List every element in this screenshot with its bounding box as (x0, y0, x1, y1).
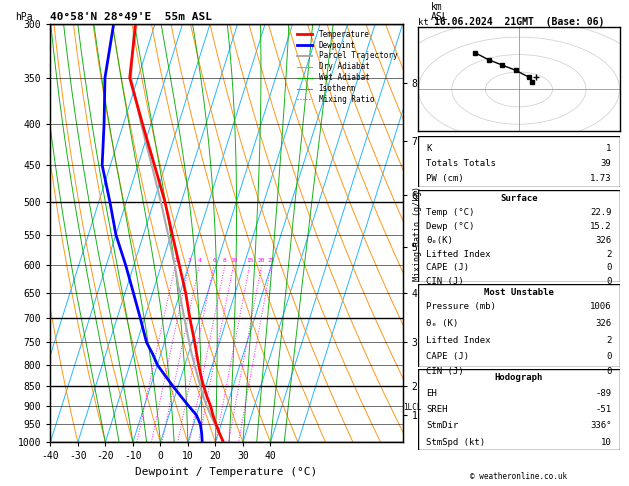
Text: StmSpd (kt): StmSpd (kt) (426, 437, 486, 447)
Text: 25: 25 (267, 258, 275, 263)
Text: 1.73: 1.73 (590, 174, 611, 183)
Text: 1LCL: 1LCL (403, 403, 422, 412)
Text: 326: 326 (596, 236, 611, 245)
Text: Lifted Index: Lifted Index (426, 250, 491, 259)
Text: hPa: hPa (15, 12, 33, 22)
Text: StmDir: StmDir (426, 421, 459, 431)
Text: -51: -51 (596, 405, 611, 415)
Text: θₑ (K): θₑ (K) (426, 319, 459, 328)
Text: Pressure (mb): Pressure (mb) (426, 302, 496, 312)
Text: PW (cm): PW (cm) (426, 174, 464, 183)
Text: Surface: Surface (500, 194, 538, 203)
Text: K: K (426, 144, 431, 153)
Text: 336°: 336° (590, 421, 611, 431)
Text: SREH: SREH (426, 405, 448, 415)
Text: CAPE (J): CAPE (J) (426, 263, 469, 273)
Text: 10: 10 (230, 258, 237, 263)
Text: 326: 326 (596, 319, 611, 328)
Text: 0: 0 (606, 263, 611, 273)
Text: 0: 0 (606, 277, 611, 286)
Text: Temp (°C): Temp (°C) (426, 208, 475, 217)
Text: 8: 8 (223, 258, 227, 263)
Text: 15.2: 15.2 (590, 222, 611, 231)
Text: 4: 4 (198, 258, 201, 263)
Text: CAPE (J): CAPE (J) (426, 352, 469, 361)
Text: 15: 15 (246, 258, 253, 263)
Text: Lifted Index: Lifted Index (426, 335, 491, 345)
Text: Totals Totals: Totals Totals (426, 159, 496, 168)
Text: 10: 10 (601, 437, 611, 447)
Text: 0: 0 (606, 352, 611, 361)
Text: 0: 0 (606, 367, 611, 376)
Text: EH: EH (426, 389, 437, 399)
Text: CIN (J): CIN (J) (426, 367, 464, 376)
Text: 2: 2 (606, 250, 611, 259)
Text: Mixing Ratio (g/kg): Mixing Ratio (g/kg) (413, 186, 422, 281)
Text: Most Unstable: Most Unstable (484, 288, 554, 297)
Text: -89: -89 (596, 389, 611, 399)
Text: 20: 20 (258, 258, 265, 263)
Legend: Temperature, Dewpoint, Parcel Trajectory, Dry Adiabat, Wet Adiabat, Isotherm, Mi: Temperature, Dewpoint, Parcel Trajectory… (296, 28, 399, 105)
Text: 2: 2 (174, 258, 177, 263)
Text: 3: 3 (187, 258, 191, 263)
Text: 39: 39 (601, 159, 611, 168)
Text: 1: 1 (606, 144, 611, 153)
Text: 2: 2 (606, 335, 611, 345)
Text: 16.06.2024  21GMT  (Base: 06): 16.06.2024 21GMT (Base: 06) (434, 17, 604, 27)
Text: © weatheronline.co.uk: © weatheronline.co.uk (470, 472, 567, 481)
Text: kt: kt (418, 17, 429, 27)
Text: 22.9: 22.9 (590, 208, 611, 217)
Text: 1006: 1006 (590, 302, 611, 312)
Text: Hodograph: Hodograph (495, 373, 543, 382)
Text: θₑ(K): θₑ(K) (426, 236, 454, 245)
Text: CIN (J): CIN (J) (426, 277, 464, 286)
Text: 40°58'N 28°49'E  55m ASL: 40°58'N 28°49'E 55m ASL (50, 12, 213, 22)
Text: km
ASL: km ASL (431, 2, 448, 22)
Text: 6: 6 (212, 258, 216, 263)
Text: Dewp (°C): Dewp (°C) (426, 222, 475, 231)
X-axis label: Dewpoint / Temperature (°C): Dewpoint / Temperature (°C) (135, 467, 318, 477)
